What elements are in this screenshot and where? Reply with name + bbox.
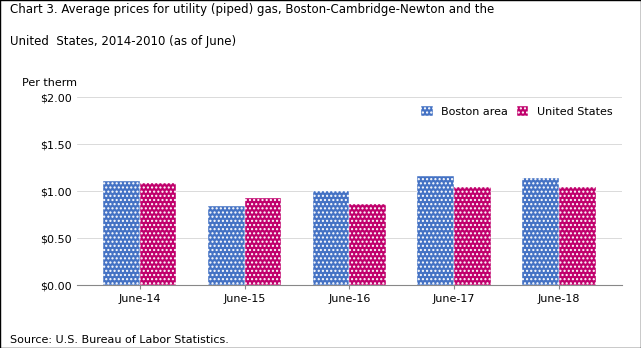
Bar (140, 183, 176, 285)
Bar (417, 176, 454, 285)
Text: United  States, 2014-2010 (as of June): United States, 2014-2010 (as of June) (10, 35, 236, 48)
Bar (245, 198, 281, 285)
Bar (103, 181, 140, 285)
Text: Per therm: Per therm (22, 78, 78, 88)
Legend: Boston area, United States: Boston area, United States (418, 103, 616, 120)
Text: Source: U.S. Bureau of Labor Statistics.: Source: U.S. Bureau of Labor Statistics. (10, 334, 228, 345)
Bar (208, 206, 245, 285)
Bar (454, 187, 491, 285)
Bar (313, 191, 349, 285)
Bar (522, 178, 559, 285)
Bar (349, 204, 386, 285)
Bar (559, 187, 595, 285)
Text: Chart 3. Average prices for utility (piped) gas, Boston-Cambridge-Newton and the: Chart 3. Average prices for utility (pip… (10, 3, 494, 16)
